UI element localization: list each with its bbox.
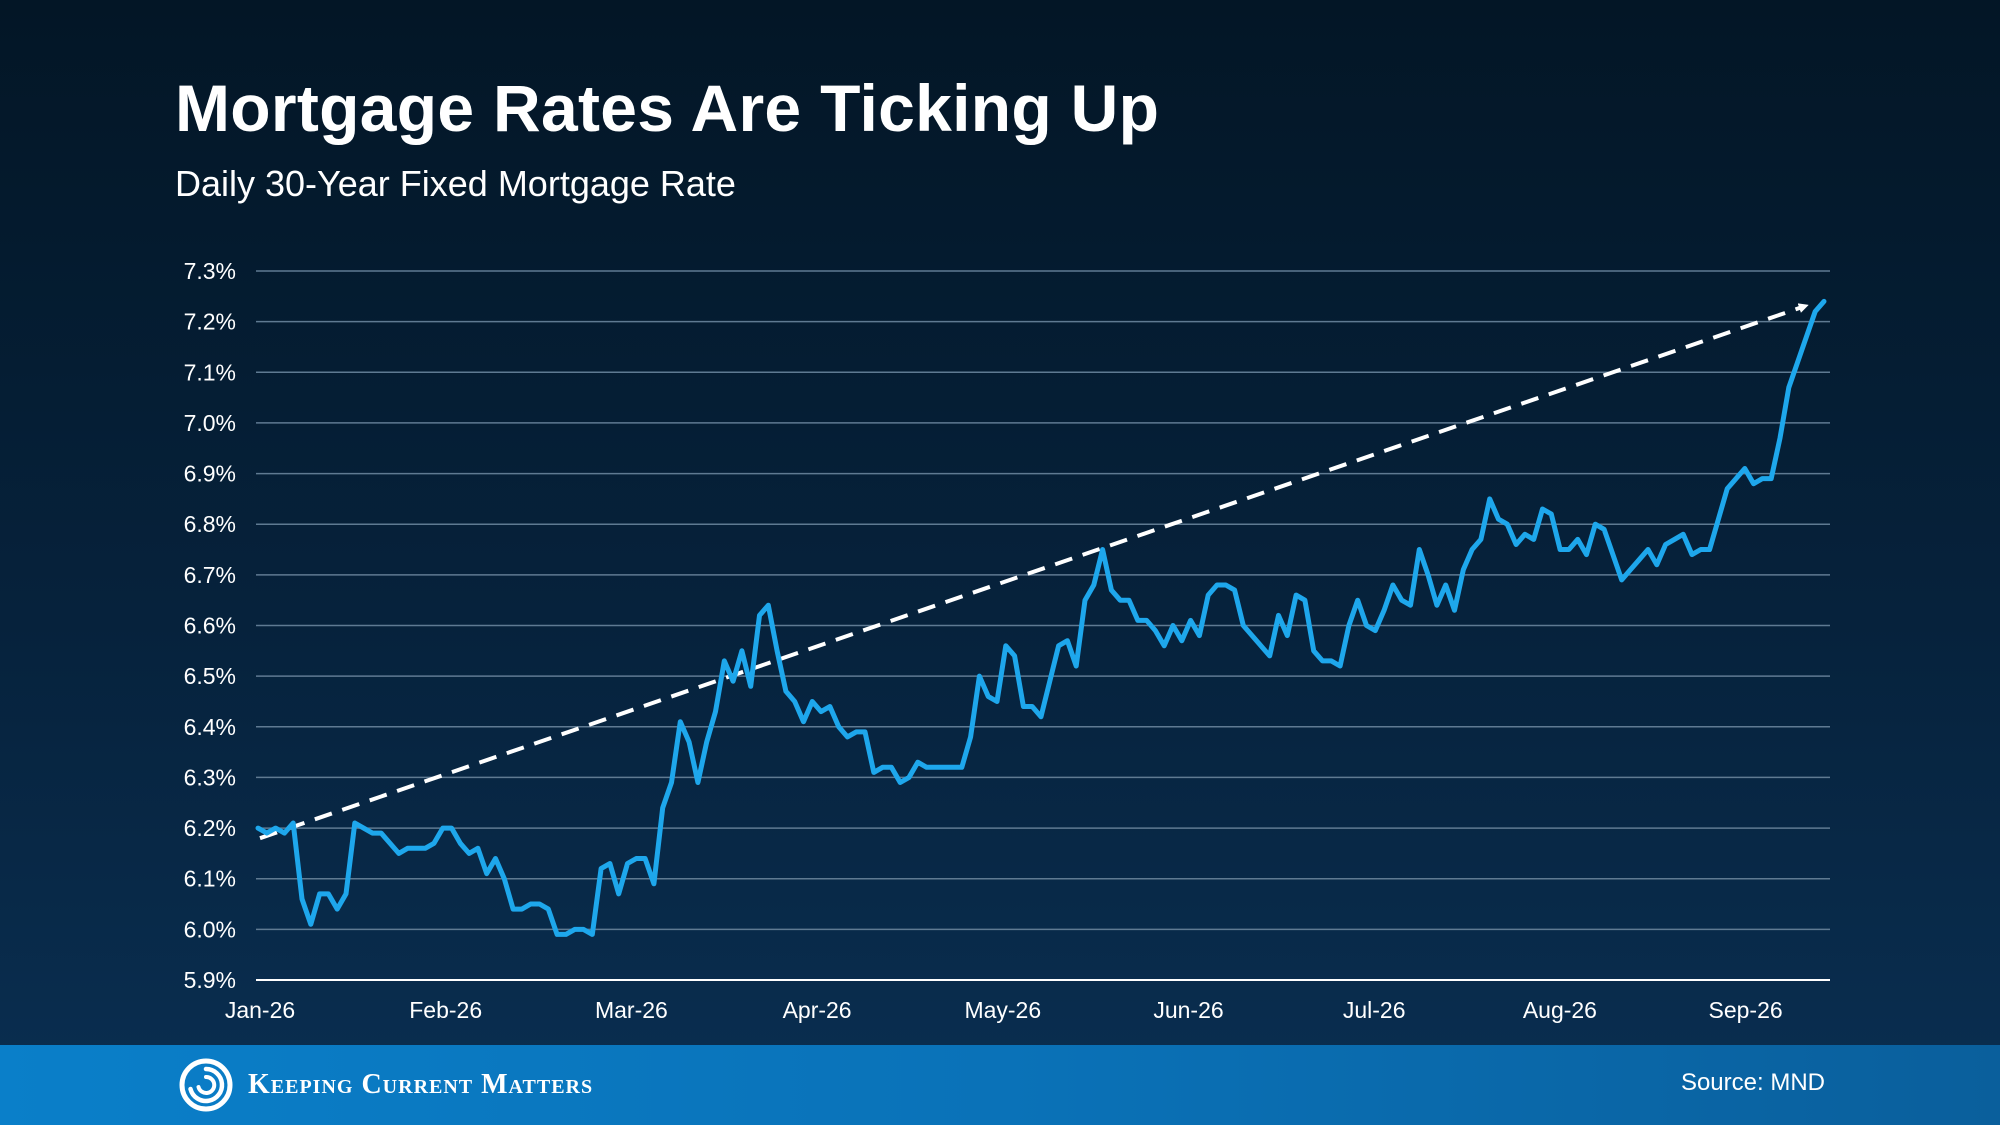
x-tick-label: Feb-26 [409,997,482,1023]
y-axis-labels: 7.3% 7.2% 7.1% 7.0% 6.9% 6.8% 6.7% 6.6% 6.5% 6.4%… [184,258,236,993]
y-tick-label: 7.3% [184,258,236,284]
y-tick-label: 7.2% [184,309,236,335]
x-tick-label: Apr-26 [783,997,852,1023]
y-tick-label: 5.9% [184,967,236,993]
footer-bar: Keeping Current Matters Source: MND [0,1045,2000,1125]
y-tick-label: 7.0% [184,410,236,436]
x-tick-label: May-26 [964,997,1041,1023]
series-line-mortgage-rate [255,298,1827,937]
y-tick-label: 6.4% [184,714,236,740]
y-tick-label: 6.0% [184,916,236,942]
y-tick-label: 6.1% [184,866,236,892]
brand-logo: Keeping Current Matters [178,1057,593,1113]
x-tick-label: Jul-26 [1343,997,1406,1023]
x-axis-labels: Jan-26 Feb-26 Mar-26 Apr-26 May-26 Jun-26 Jul-… [225,997,1783,1023]
x-tick-label: Aug-26 [1523,997,1597,1023]
y-tick-label: 6.6% [184,613,236,639]
y-tick-label: 6.5% [184,663,236,689]
source-note: Source: MND [1680,1069,1825,1096]
brand-name: Keeping Current Matters [248,1069,594,1100]
y-tick-label: 6.7% [184,562,236,588]
y-tick-label: 7.1% [184,359,236,385]
y-tick-label: 6.9% [184,461,236,487]
gridlines [256,270,1830,931]
swirl-icon [179,1058,233,1112]
x-tick-label: Jun-26 [1153,997,1223,1023]
y-tick-label: 6.3% [184,764,236,790]
x-tick-label: Sep-26 [1709,997,1783,1023]
x-tick-label: Mar-26 [595,997,668,1023]
y-tick-label: 6.2% [184,815,236,841]
x-tick-label: Jan-26 [225,997,295,1023]
mortgage-rate-chart: 7.3% 7.2% 7.1% 7.0% 6.9% 6.8% 6.7% 6.6% 6.5% 6.4%… [184,258,1830,1023]
trend-arrow [259,303,1809,841]
chart-subtitle: Daily 30-Year Fixed Mortgage Rate [175,163,736,204]
chart-title: Mortgage Rates Are Ticking Up [175,71,1160,145]
y-tick-label: 6.8% [184,511,236,537]
